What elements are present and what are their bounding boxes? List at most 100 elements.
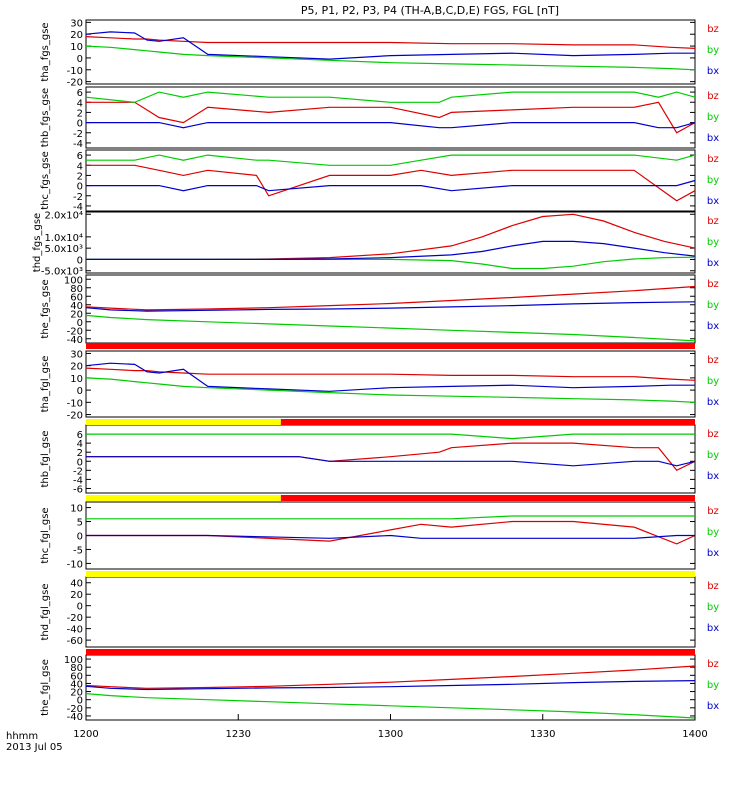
series-bz [85, 367, 696, 381]
y-tick-label: 10 [70, 504, 83, 515]
series-bx [85, 301, 696, 312]
x-tick-label: 1230 [226, 729, 251, 740]
legend-bz: bz [707, 24, 719, 35]
x-tick-label: 1300 [378, 729, 403, 740]
legend-bz: bz [707, 216, 719, 227]
series-bx [86, 456, 696, 467]
series-bx [86, 179, 696, 192]
y-tick-label: -10 [67, 66, 83, 77]
legend-bz: bz [707, 506, 719, 517]
legend-by: by [707, 602, 719, 613]
y-tick-label: 10 [70, 42, 83, 53]
y-tick-label: 40 [70, 579, 83, 590]
y-tick-label: 0 [77, 457, 83, 468]
y-tick-label: -5 [73, 545, 83, 556]
y-tick-label: 0 [77, 119, 83, 130]
x-tick-label: 1400 [682, 729, 707, 740]
legend-bx: bx [707, 321, 719, 332]
series-bz [85, 36, 696, 49]
y-tick-label: 20 [70, 30, 83, 41]
y-tick-label: 2 [77, 448, 83, 459]
series-bz [86, 213, 696, 260]
panel-frame [85, 86, 696, 149]
series-by [86, 154, 696, 166]
y-tick-label: 30 [70, 349, 83, 360]
mode-bar-yellow [86, 495, 281, 501]
y-tick-label: 100 [64, 655, 83, 666]
time-label: hhmm [6, 731, 38, 742]
y-axis-label: the_fgl_gse [40, 659, 51, 716]
legend-bz: bz [707, 581, 719, 592]
y-tick-label: -2 [73, 129, 83, 140]
y-tick-label: -20 [67, 411, 83, 422]
y-tick-label: 80 [70, 284, 83, 295]
panel-frame [85, 350, 696, 418]
y-tick-label: -60 [67, 636, 83, 647]
y-tick-label: 4 [77, 161, 83, 172]
y-tick-label: -10 [67, 398, 83, 409]
y-tick-label: 0 [77, 54, 83, 65]
series-bz [86, 101, 696, 134]
legend-bx: bx [707, 623, 719, 634]
y-tick-label: 5.0x10³ [44, 244, 83, 255]
y-tick-label: -2 [73, 466, 83, 477]
legend-by: by [707, 527, 719, 538]
y-tick-label: -6 [73, 484, 83, 495]
y-tick-label: 6 [77, 430, 83, 441]
legend-bx: bx [707, 397, 719, 408]
legend-by: by [707, 112, 719, 123]
mode-bar-red [86, 343, 695, 349]
mode-bar-yellow [86, 419, 281, 425]
y-tick-label: -4 [73, 475, 83, 486]
y-tick-label: 10 [70, 374, 83, 385]
legend-bz: bz [707, 659, 719, 670]
legend-bz: bz [707, 279, 719, 290]
x-tick-label: 1200 [73, 729, 98, 740]
legend-by: by [707, 45, 719, 56]
y-tick-label: -40 [67, 335, 83, 346]
y-axis-label: thd_fgs_gse [32, 213, 43, 272]
legend-bx: bx [707, 471, 719, 482]
y-tick-label: 20 [70, 362, 83, 373]
legend-bz: bz [707, 429, 719, 440]
mode-bar-yellow [86, 571, 695, 577]
series-bz [86, 520, 696, 545]
y-axis-label: thb_fgl_gse [40, 431, 51, 488]
y-tick-label: 0 [77, 255, 83, 266]
legend-bz: bz [707, 154, 719, 165]
series-bx [86, 121, 696, 129]
y-tick-label: 0 [77, 696, 83, 707]
y-axis-label: tha_fgs_gse [40, 22, 51, 81]
y-tick-label: -40 [67, 712, 83, 723]
series-by [85, 693, 696, 719]
y-tick-label: -10 [67, 559, 83, 570]
series-bz [85, 285, 696, 311]
series-by [85, 314, 696, 342]
series-by [86, 515, 695, 520]
legend-bx: bx [707, 258, 719, 269]
y-tick-label: -20 [67, 326, 83, 337]
series-by [86, 433, 695, 440]
panel-frame [85, 424, 696, 494]
y-tick-label: 1.0x10⁴ [44, 233, 83, 244]
mode-bar-red [280, 419, 695, 425]
series-bx [85, 31, 695, 60]
y-axis-label: thc_fgs_gse [40, 151, 51, 210]
legend-bx: bx [707, 133, 719, 144]
y-tick-label: 6 [77, 151, 83, 162]
y-tick-label: 30 [70, 18, 83, 29]
y-tick-label: 5 [77, 518, 83, 529]
mode-bar-red [86, 649, 695, 655]
y-tick-label: 20 [70, 688, 83, 699]
y-tick-label: 4 [77, 98, 83, 109]
y-tick-label: 80 [70, 663, 83, 674]
y-tick-label: -4 [73, 139, 83, 150]
y-axis-label: thc_fgl_gse [40, 507, 51, 563]
y-tick-label: 40 [70, 301, 83, 312]
y-tick-label: 60 [70, 671, 83, 682]
